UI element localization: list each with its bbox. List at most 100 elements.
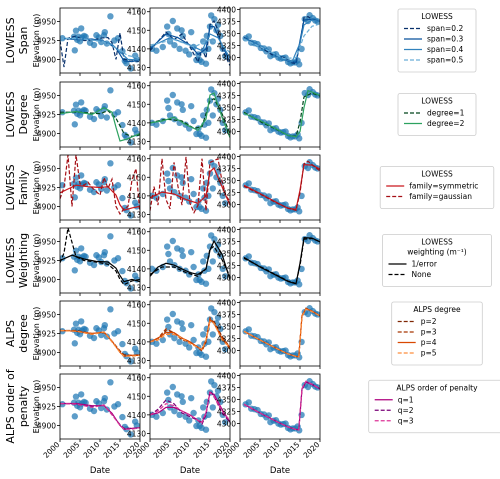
- y-tick-label: 4130: [127, 137, 146, 146]
- row-title-5-line-1: penalty: [17, 385, 30, 427]
- y-tick-label: 4400: [217, 225, 236, 234]
- y-tick-label: 4950: [37, 311, 56, 320]
- observation-point: [304, 310, 312, 318]
- x-tick-label: 2010: [262, 440, 282, 460]
- observation-point: [165, 177, 172, 185]
- observation-point: [186, 344, 193, 351]
- observation-point: [190, 263, 197, 271]
- y-tick-label: 4375: [217, 17, 236, 26]
- series-line-family=gaussian: [243, 160, 320, 212]
- series-line-q=3: [60, 402, 140, 430]
- series-line-span=0.3: [150, 26, 230, 63]
- x-tick-label: 2005: [152, 440, 172, 460]
- observation-point: [214, 241, 222, 248]
- y-tick-label: 4325: [217, 408, 236, 417]
- panel-r2-c2: 4300 4325 4350 4375 4400: [217, 152, 321, 223]
- observation-point: [219, 192, 226, 200]
- row-title-2-line-1: Family: [17, 169, 30, 205]
- observation-point: [133, 349, 140, 356]
- y-tick-label: 4925: [37, 184, 56, 193]
- series-line-degree=2: [150, 92, 230, 138]
- panel-r3-c2: 4300 4325 4350 4375 4400: [217, 225, 321, 296]
- y-tick-label: 4150: [127, 26, 146, 35]
- observation-point: [114, 109, 122, 116]
- series-line-None: [150, 245, 230, 277]
- x-tick-label: 2000: [42, 440, 62, 460]
- series-line-span=0.4: [150, 33, 230, 59]
- observation-point: [107, 233, 114, 240]
- y-tick-label: 4925: [37, 257, 56, 266]
- y-tick-label: 4900: [37, 348, 56, 357]
- series-line-1/error: [150, 239, 230, 281]
- legend-entry-label: p=2: [421, 317, 437, 326]
- observation-point: [107, 87, 114, 94]
- x-axis-label: Date: [90, 466, 110, 476]
- observation-point: [211, 162, 218, 170]
- observation-point: [78, 318, 85, 325]
- legend-title: weighting (m⁻¹): [407, 248, 466, 257]
- observation-point: [209, 185, 216, 192]
- observation-point: [159, 43, 166, 51]
- observation-point: [71, 47, 79, 54]
- x-tick-label: 2010: [82, 440, 102, 460]
- observation-point: [119, 194, 126, 202]
- legend-4: ALPS degree p=2 p=3p=4 p=5: [391, 301, 483, 366]
- legend-entry-label: None: [412, 270, 432, 279]
- observation-point: [72, 393, 80, 400]
- observation-point: [245, 33, 252, 40]
- series-line-family=symmetric: [150, 166, 230, 206]
- observation-point: [166, 258, 174, 265]
- y-tick-label: 4325: [217, 262, 236, 271]
- observation-point: [188, 28, 195, 36]
- observation-point: [205, 411, 212, 419]
- x-tick-label: 2015: [282, 440, 302, 460]
- x-tick-label: 2010: [172, 440, 192, 460]
- observation-point: [179, 325, 186, 333]
- y-tick-label: 4925: [37, 403, 56, 412]
- observation-point: [176, 411, 183, 419]
- legend-box: [379, 166, 495, 209]
- series-line-degree=2: [60, 107, 140, 142]
- row-title-4-line-0: ALPS: [4, 320, 17, 347]
- y-tick-label: 4400: [217, 79, 236, 88]
- y-tick-label: 4130: [127, 210, 146, 219]
- y-tick-label: 4140: [127, 338, 146, 347]
- y-tick-label: 4140: [127, 265, 146, 274]
- legend-entry-label: family=gaussian: [409, 192, 472, 201]
- legend-entry-label: p=5: [421, 349, 437, 358]
- observation-point: [176, 338, 183, 346]
- observation-point: [127, 285, 134, 292]
- observations: [242, 305, 320, 361]
- observations: [242, 378, 320, 434]
- legend-entry-label: q=2: [398, 406, 414, 415]
- observation-point: [214, 387, 222, 394]
- observation-point: [222, 200, 229, 207]
- observation-point: [296, 281, 303, 288]
- observation-point: [296, 208, 303, 215]
- panel-r4-c2: 4300 4325 4350 4375 4400: [217, 298, 321, 369]
- panel-r3-c1: 4130 4140 4150 4160: [127, 227, 231, 296]
- row-title-2-line-0: LOWESS: [4, 164, 17, 210]
- observation-point: [71, 413, 79, 420]
- observation-point: [71, 340, 79, 347]
- legend-title: ALPS degree: [413, 305, 461, 314]
- observation-point: [82, 253, 89, 260]
- observation-point: [179, 179, 186, 187]
- observation-point: [153, 121, 160, 128]
- row-title-3-line-1: Weighting: [17, 233, 30, 288]
- y-tick-label: 4950: [37, 165, 56, 174]
- observation-point: [133, 422, 140, 429]
- series-line-family=gaussian: [60, 155, 140, 216]
- panel-r4-c1: 4130 4140 4150 4160: [127, 300, 231, 369]
- observation-point: [101, 248, 109, 256]
- x-tick-label: 2005: [62, 440, 82, 460]
- observation-point: [171, 334, 178, 342]
- observation-point: [211, 15, 218, 23]
- x-axis-label: Date: [180, 466, 200, 476]
- observation-point: [202, 60, 210, 67]
- observation-point: [78, 391, 85, 398]
- y-tick-label: 4130: [127, 63, 146, 72]
- x-axis-label: Date: [270, 466, 290, 476]
